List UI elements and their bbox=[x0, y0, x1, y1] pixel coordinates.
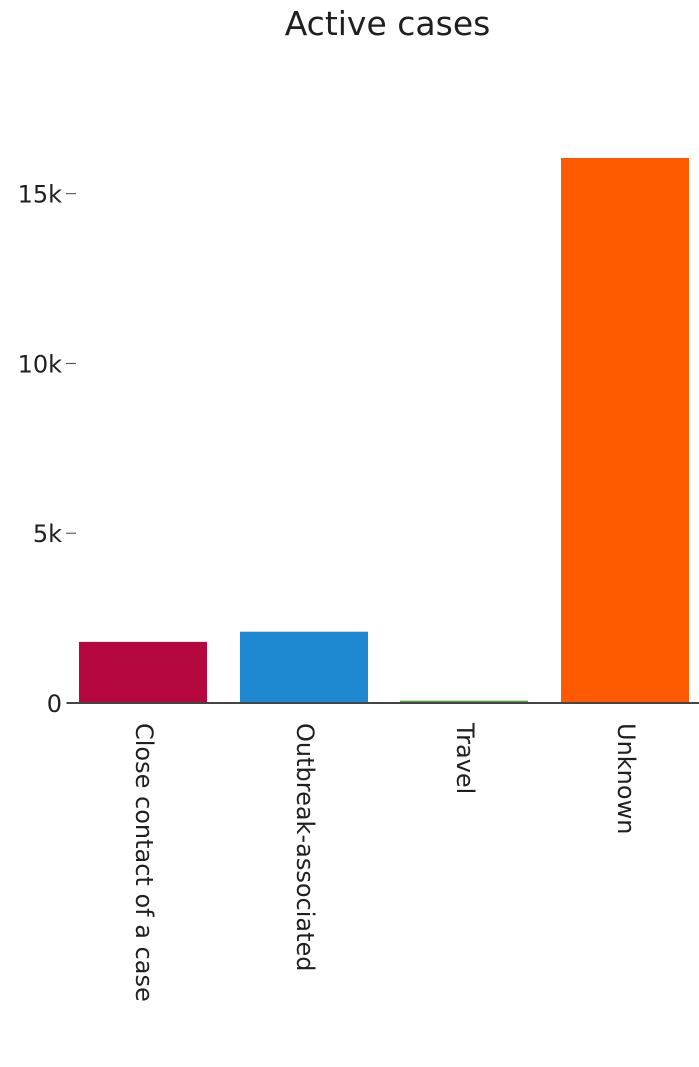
bar-outbreak-associated[interactable] bbox=[240, 631, 368, 703]
y-tick-label: 5k bbox=[33, 520, 62, 548]
x-axis: Close contact of a case Outbreak-associat… bbox=[130, 722, 640, 1002]
y-tick-label: 0 bbox=[47, 690, 62, 718]
bar-unknown[interactable] bbox=[561, 158, 689, 703]
x-tick-label: Outbreak-associated bbox=[291, 723, 319, 972]
x-tick-label: Travel bbox=[451, 722, 479, 794]
bar-travel[interactable] bbox=[400, 700, 528, 703]
x-tick-label: Unknown bbox=[612, 723, 640, 834]
x-tick-label: Close contact of a case bbox=[130, 723, 158, 1002]
chart-title: Active cases bbox=[284, 4, 491, 43]
bar-close-contact-of-a-case[interactable] bbox=[79, 641, 207, 703]
y-tick-label: 15k bbox=[18, 181, 63, 209]
y-tick-label: 10k bbox=[18, 350, 63, 378]
y-axis: 0 5k 10k 15k bbox=[18, 181, 76, 718]
bars bbox=[79, 158, 689, 703]
